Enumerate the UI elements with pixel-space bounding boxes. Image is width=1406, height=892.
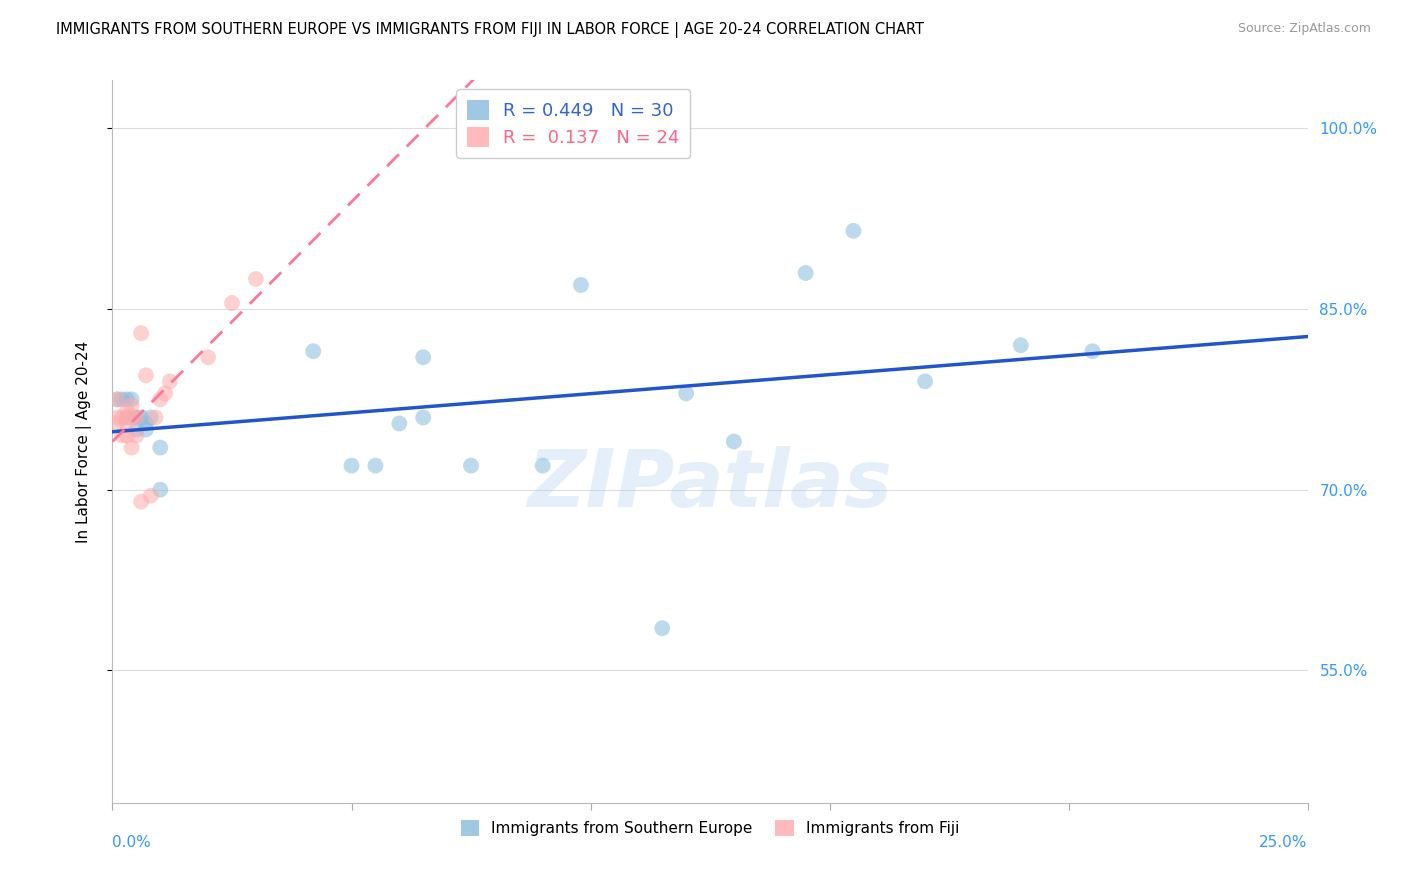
Text: Source: ZipAtlas.com: Source: ZipAtlas.com [1237, 22, 1371, 36]
Point [149, 483, 172, 497]
Point [675, 386, 697, 401]
Point [111, 410, 134, 425]
Point [111, 428, 134, 442]
Point [135, 423, 157, 437]
Point [1010, 338, 1032, 352]
Point [364, 458, 387, 473]
Point [115, 428, 138, 442]
Text: ZIPatlas: ZIPatlas [527, 446, 893, 524]
Point [794, 266, 817, 280]
Point [121, 441, 143, 455]
Point [135, 368, 157, 383]
Text: 25.0%: 25.0% [1260, 835, 1308, 850]
Point [531, 458, 554, 473]
Point [153, 386, 176, 401]
Point [139, 489, 162, 503]
Point [197, 350, 219, 364]
Point [115, 417, 138, 431]
Point [125, 410, 148, 425]
Point [115, 392, 138, 407]
Text: IMMIGRANTS FROM SOUTHERN EUROPE VS IMMIGRANTS FROM FIJI IN LABOR FORCE | AGE 20-: IMMIGRANTS FROM SOUTHERN EUROPE VS IMMIG… [56, 22, 924, 38]
Point [129, 326, 152, 341]
Point [105, 392, 128, 407]
Y-axis label: In Labor Force | Age 20-24: In Labor Force | Age 20-24 [76, 341, 91, 542]
Point [1081, 344, 1104, 359]
Point [125, 428, 148, 442]
Point [651, 621, 673, 635]
Point [412, 350, 434, 364]
Point [115, 404, 138, 418]
Point [129, 410, 152, 425]
Point [842, 224, 865, 238]
Point [145, 410, 167, 425]
Point [105, 410, 128, 425]
Point [388, 417, 411, 431]
Point [412, 410, 434, 425]
Point [569, 278, 592, 293]
Point [221, 296, 243, 310]
Point [245, 272, 267, 286]
Point [149, 441, 172, 455]
Point [139, 410, 162, 425]
Point [723, 434, 745, 449]
Point [159, 375, 181, 389]
Point [105, 392, 128, 407]
Point [460, 458, 482, 473]
Point [125, 410, 148, 425]
Point [135, 417, 157, 431]
Point [914, 375, 936, 389]
Point [121, 410, 143, 425]
Text: 0.0%: 0.0% [112, 835, 152, 850]
Point [340, 458, 363, 473]
Point [121, 392, 143, 407]
Point [125, 423, 148, 437]
Point [105, 417, 128, 431]
Legend: R = 0.449   N = 30, R =  0.137   N = 24: R = 0.449 N = 30, R = 0.137 N = 24 [456, 89, 690, 158]
Point [115, 410, 138, 425]
Point [302, 344, 325, 359]
Point [121, 398, 143, 412]
Point [149, 392, 172, 407]
Point [129, 495, 152, 509]
Point [111, 392, 134, 407]
